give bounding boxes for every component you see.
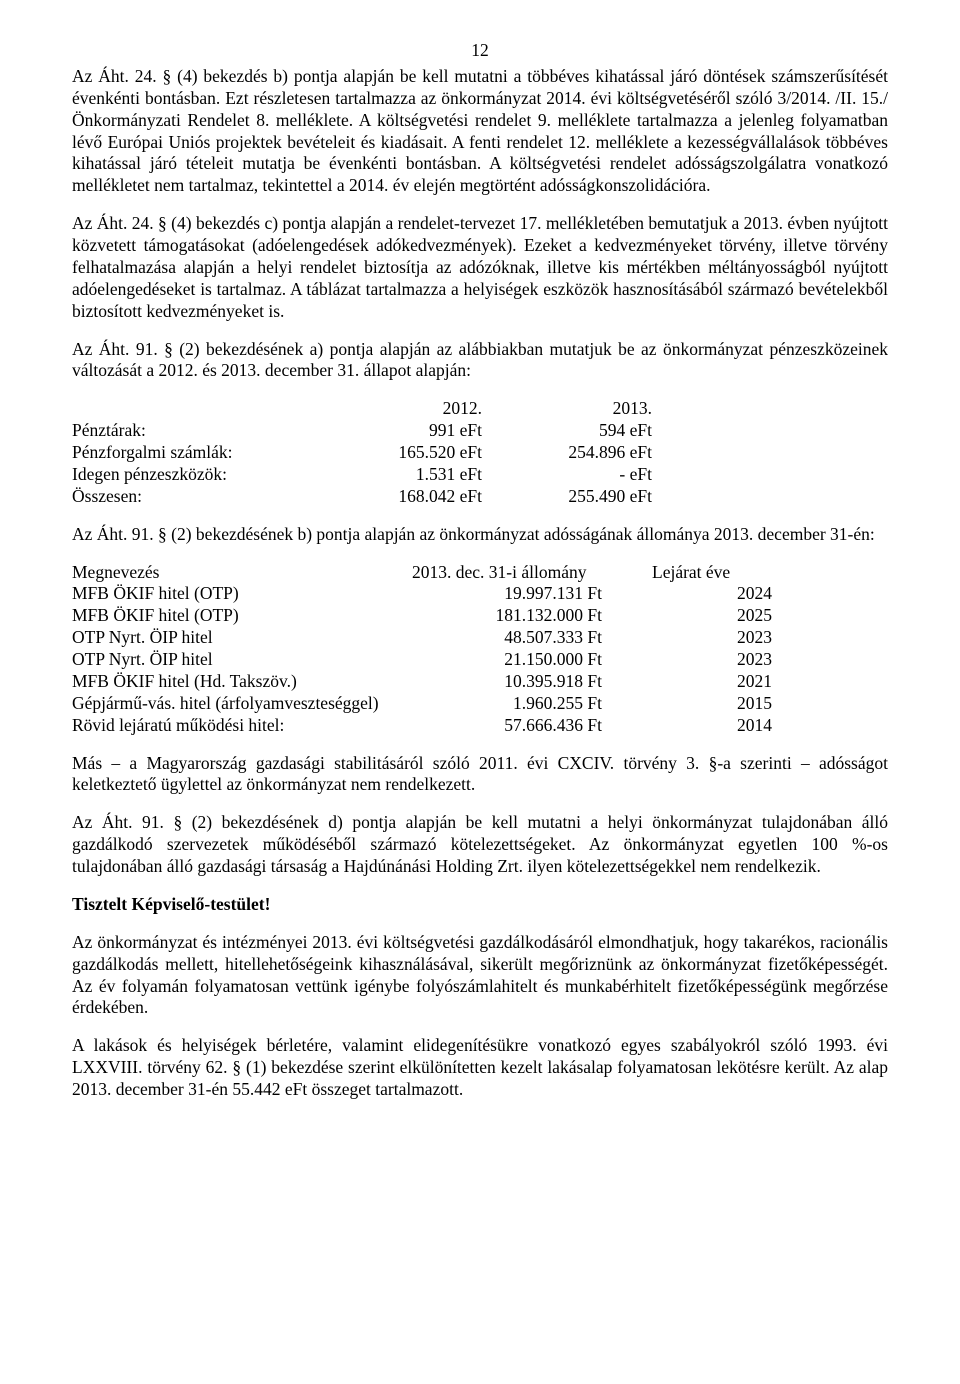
cell: 1.531 eFt — [322, 464, 522, 486]
cell: 2024 — [652, 583, 772, 605]
paragraph-5: Más – a Magyarország gazdasági stabilitá… — [72, 753, 888, 797]
cell: Idegen pénzeszközök: — [72, 464, 322, 486]
table-row: 2012. 2013. — [72, 398, 652, 420]
paragraph-3: Az Áht. 91. § (2) bekezdésének a) pontja… — [72, 339, 888, 383]
cell: 57.666.436 Ft — [412, 715, 652, 737]
cell: 2015 — [652, 693, 772, 715]
table-row: Gépjármű-vás. hitel (árfolyamveszteségge… — [72, 693, 772, 715]
table-row: Pénztárak: 991 eFt 594 eFt — [72, 420, 652, 442]
table-row: Pénzforgalmi számlák: 165.520 eFt 254.89… — [72, 442, 652, 464]
cell: 2023 — [652, 649, 772, 671]
cell: 2025 — [652, 605, 772, 627]
cell: 255.490 eFt — [522, 486, 652, 508]
table-row: MFB ÖKIF hitel (Hd. Takszöv.) 10.395.918… — [72, 671, 772, 693]
cash-table: 2012. 2013. Pénztárak: 991 eFt 594 eFt P… — [72, 398, 652, 507]
cell — [72, 398, 322, 420]
cell: 594 eFt — [522, 420, 652, 442]
cell: 2012. — [322, 398, 522, 420]
table-row: Idegen pénzeszközök: 1.531 eFt - eFt — [72, 464, 652, 486]
cell: 10.395.918 Ft — [412, 671, 652, 693]
cell: Pénzforgalmi számlák: — [72, 442, 322, 464]
cell: 2013. — [522, 398, 652, 420]
table-row: Megnevezés 2013. dec. 31-i állomány Lejá… — [72, 562, 772, 584]
cell: OTP Nyrt. ÖIP hitel — [72, 627, 412, 649]
table-row: MFB ÖKIF hitel (OTP) 181.132.000 Ft 2025 — [72, 605, 772, 627]
paragraph-2: Az Áht. 24. § (4) bekezdés c) pontja ala… — [72, 213, 888, 322]
salutation-heading: Tisztelt Képviselő-testület! — [72, 894, 888, 916]
cell: Gépjármű-vás. hitel (árfolyamveszteségge… — [72, 693, 412, 715]
cell: - eFt — [522, 464, 652, 486]
cell: 165.520 eFt — [322, 442, 522, 464]
cell: 181.132.000 Ft — [412, 605, 652, 627]
paragraph-1: Az Áht. 24. § (4) bekezdés b) pontja ala… — [72, 66, 888, 197]
cell: Összesen: — [72, 486, 322, 508]
cell: 991 eFt — [322, 420, 522, 442]
cell: 1.960.255 Ft — [412, 693, 652, 715]
cell: 2013. dec. 31-i állomány — [412, 562, 652, 584]
table-row: Rövid lejáratú működési hitel: 57.666.43… — [72, 715, 772, 737]
page-number: 12 — [72, 40, 888, 62]
cell: 2014 — [652, 715, 772, 737]
paragraph-8: A lakások és helyiségek bérletére, valam… — [72, 1035, 888, 1101]
cell: MFB ÖKIF hitel (OTP) — [72, 583, 412, 605]
cell: 2023 — [652, 627, 772, 649]
table-row: Összesen: 168.042 eFt 255.490 eFt — [72, 486, 652, 508]
table-row: OTP Nyrt. ÖIP hitel 21.150.000 Ft 2023 — [72, 649, 772, 671]
table-row: MFB ÖKIF hitel (OTP) 19.997.131 Ft 2024 — [72, 583, 772, 605]
cell: OTP Nyrt. ÖIP hitel — [72, 649, 412, 671]
paragraph-6: Az Áht. 91. § (2) bekezdésének d) pontja… — [72, 812, 888, 878]
cell: 19.997.131 Ft — [412, 583, 652, 605]
cell: MFB ÖKIF hitel (Hd. Takszöv.) — [72, 671, 412, 693]
cell: Pénztárak: — [72, 420, 322, 442]
cell: MFB ÖKIF hitel (OTP) — [72, 605, 412, 627]
cell: Megnevezés — [72, 562, 412, 584]
debt-table: Megnevezés 2013. dec. 31-i állomány Lejá… — [72, 562, 772, 737]
paragraph-4: Az Áht. 91. § (2) bekezdésének b) pontja… — [72, 524, 888, 546]
table-row: OTP Nyrt. ÖIP hitel 48.507.333 Ft 2023 — [72, 627, 772, 649]
cell: 21.150.000 Ft — [412, 649, 652, 671]
paragraph-7: Az önkormányzat és intézményei 2013. évi… — [72, 932, 888, 1020]
cell: Rövid lejáratú működési hitel: — [72, 715, 412, 737]
cell: 254.896 eFt — [522, 442, 652, 464]
cell: 2021 — [652, 671, 772, 693]
cell: Lejárat éve — [652, 562, 772, 584]
cell: 168.042 eFt — [322, 486, 522, 508]
cell: 48.507.333 Ft — [412, 627, 652, 649]
